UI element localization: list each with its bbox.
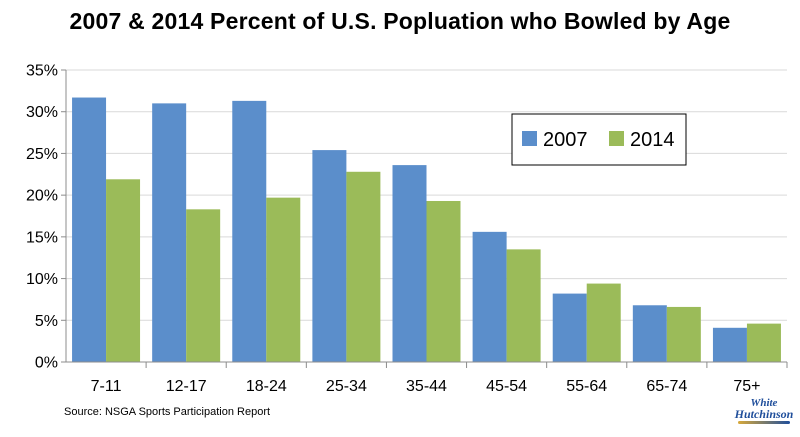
bar-2014-55-64 (586, 283, 621, 362)
bar-2007-65-74 (632, 305, 667, 362)
bar-2014-75+ (746, 323, 781, 362)
bar-2007-45-54 (472, 231, 507, 362)
bar-2014-45-54 (506, 249, 541, 362)
bar-2014-25-34 (346, 171, 381, 362)
x-tick-label: 45-54 (486, 378, 527, 395)
legend-label-2007: 2007 (543, 129, 588, 151)
y-tick-label: 30% (26, 104, 58, 121)
y-tick-label: 20% (26, 188, 58, 205)
white-hutchinson-logo: White Hutchinson (732, 398, 796, 434)
y-tick-label: 15% (26, 229, 58, 246)
logo-word-2: Hutchinson (734, 407, 794, 421)
y-tick-label: 25% (26, 146, 58, 163)
y-tick-label: 10% (26, 271, 58, 288)
bar-2014-35-44 (426, 200, 461, 362)
logo-swoosh (738, 421, 790, 424)
x-tick-label: 18-24 (246, 378, 287, 395)
bar-2007-35-44 (392, 165, 427, 362)
legend-label-2014: 2014 (630, 129, 675, 151)
bar-2007-18-24 (232, 100, 267, 363)
logo-word-1: White (750, 397, 778, 409)
x-tick-label: 75+ (733, 378, 760, 395)
x-tick-label: 35-44 (406, 378, 447, 395)
bar-2007-7-11 (72, 97, 107, 362)
chart-title: 2007 & 2014 Percent of U.S. Popluation w… (69, 8, 731, 34)
legend-swatch-2014 (609, 131, 624, 146)
x-tick-label: 25-34 (326, 378, 367, 395)
y-tick-label: 0% (35, 355, 58, 372)
x-tick-label: 65-74 (646, 378, 687, 395)
y-tick-labels: 0% 5% 10% 15% 20% 25% 30% 35% (26, 63, 58, 372)
bar-2014-65-74 (666, 306, 701, 362)
legend-box (511, 113, 687, 166)
x-tick-labels: 7-11 12-17 18-24 25-34 35-44 45-54 55-64 65-74 7… (91, 362, 788, 395)
bar-2014-18-24 (266, 197, 301, 362)
bar-2007-25-34 (312, 150, 347, 362)
legend-swatch-2007 (522, 131, 537, 146)
bar-2007-12-17 (152, 103, 187, 362)
bar-2014-12-17 (186, 209, 221, 362)
bars (72, 97, 781, 363)
bar-2007-75+ (712, 327, 747, 362)
bar-2014-7-11 (106, 179, 141, 362)
x-tick-label: 7-11 (91, 378, 122, 395)
bar-2007-55-64 (552, 293, 587, 362)
source-note: Source: NSGA Sports Participation Report (64, 406, 271, 418)
legend: 2007 2014 (511, 113, 687, 166)
x-tick-label: 12-17 (166, 378, 207, 395)
y-tick-label: 35% (26, 63, 58, 80)
y-tick-label: 5% (35, 313, 58, 330)
x-tick-label: 55-64 (566, 378, 607, 395)
axes (65, 70, 787, 363)
